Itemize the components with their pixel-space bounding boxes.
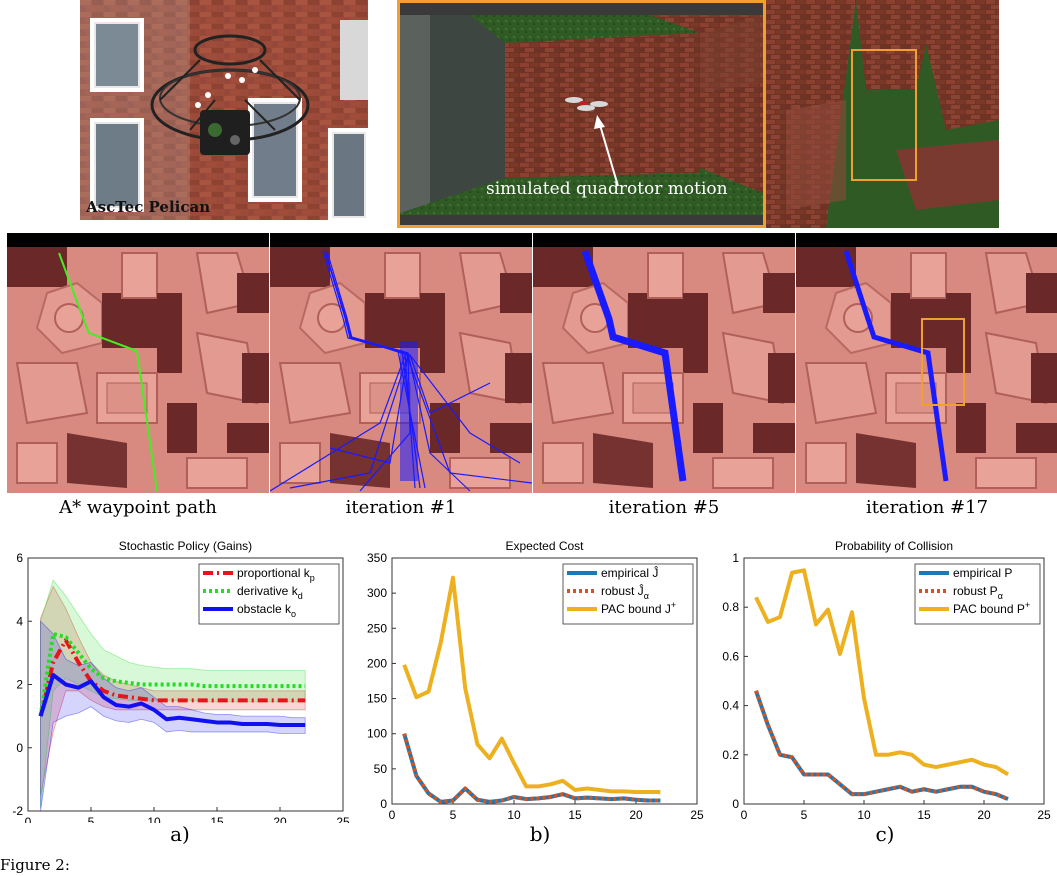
zoom-highlight-box — [921, 318, 965, 406]
y-tick-label: 350 — [367, 551, 387, 565]
legend-label: PAC bound P+ — [953, 600, 1030, 616]
x-tick-label: 5 — [801, 808, 808, 822]
x-tick-label: 5 — [450, 808, 457, 822]
map-caption-iteration-5: iteration #5 — [608, 497, 720, 518]
y-tick-label: 50 — [374, 762, 388, 776]
x-tick-label: 25 — [336, 815, 350, 823]
series-line — [402, 575, 661, 795]
x-tick-label: 20 — [273, 815, 287, 823]
chart-title: Probability of Collision — [835, 539, 953, 553]
y-tick-label: 250 — [367, 621, 387, 635]
y-tick-label: 0 — [16, 741, 23, 755]
series-line — [402, 733, 661, 804]
series-line — [38, 638, 306, 717]
chart-title: Expected Cost — [505, 539, 584, 553]
subfig-label-a: a) — [170, 822, 190, 846]
map-caption-astar: A* waypoint path — [59, 497, 217, 518]
series-line — [38, 673, 306, 727]
trajectory-bundle — [581, 249, 687, 482]
y-tick-label: 1 — [732, 551, 739, 565]
sim-label: simulated quadrotor motion — [486, 179, 728, 199]
x-tick-label: 10 — [507, 808, 521, 822]
map-iteration-17 — [796, 233, 1057, 493]
y-tick-label: 300 — [367, 586, 387, 600]
subfig-label-c: c) — [875, 822, 895, 846]
x-tick-label: 10 — [147, 815, 161, 823]
y-tick-label: 4 — [16, 614, 23, 628]
series-line — [38, 631, 306, 717]
series-line — [754, 568, 1010, 777]
legend-label: empirical P — [953, 566, 1012, 580]
x-tick-label: 15 — [917, 808, 931, 822]
map-iteration-5 — [533, 233, 795, 493]
x-tick-label: 15 — [210, 815, 224, 823]
figure-caption: Figure 2: — [0, 856, 70, 874]
trajectory-bundle — [843, 250, 949, 482]
legend-label: derivative kd — [237, 584, 303, 601]
legend-label: obstacle ko — [237, 602, 296, 619]
y-tick-label: 2 — [16, 678, 23, 692]
y-tick-label: 200 — [367, 656, 387, 670]
map-astar — [7, 233, 269, 493]
chart-expected-cost: Expected Costiterations05101520250501001… — [367, 539, 704, 822]
map-caption-iteration-1: iteration #1 — [345, 497, 457, 518]
legend-label: robust Pα — [953, 584, 1003, 601]
maze-closeup — [766, 0, 999, 228]
chart-stochastic-policy: Stochastic Policy (Gains)iterations05101… — [12, 539, 350, 823]
pelican-photo: AscTec Pelican — [80, 0, 368, 220]
x-tick-label: 0 — [741, 808, 748, 822]
y-tick-label: 0.6 — [722, 649, 739, 663]
x-tick-label: 20 — [629, 808, 643, 822]
x-tick-label: 10 — [857, 808, 871, 822]
y-tick-label: 100 — [367, 727, 387, 741]
x-tick-label: 5 — [88, 815, 95, 823]
map-iteration-1 — [270, 233, 532, 493]
astar-path — [58, 252, 158, 492]
legend-box — [198, 563, 340, 625]
legend-label: proportional kp — [237, 566, 315, 583]
y-tick-label: 0 — [732, 797, 739, 811]
y-tick-label: 0.8 — [722, 600, 739, 614]
y-tick-label: 0 — [380, 797, 387, 811]
series-band — [40, 620, 306, 812]
y-tick-label: 0.4 — [722, 699, 739, 713]
y-tick-label: 0.2 — [722, 748, 739, 762]
legend-label: robust Ĵα — [601, 583, 649, 601]
x-tick-label: 0 — [389, 808, 396, 822]
x-tick-label: 25 — [1037, 808, 1051, 822]
legend-label: PAC bound J+ — [601, 600, 676, 616]
simulator-view: simulated quadrotor motion — [397, 0, 766, 228]
pelican-label: AscTec Pelican — [86, 198, 211, 216]
y-tick-label: 6 — [16, 551, 23, 565]
map-caption-iteration-17: iteration #17 — [865, 497, 989, 518]
legend-label: empirical Ĵ — [601, 565, 658, 580]
x-tick-label: 20 — [977, 808, 991, 822]
series-line — [754, 690, 1009, 801]
series-band — [40, 585, 306, 796]
subfig-label-b: b) — [529, 822, 551, 846]
x-tick-label: 25 — [690, 808, 704, 822]
y-tick-label: -2 — [12, 804, 23, 818]
chart-probability-collision: Probability of Collisioniterations051015… — [722, 539, 1051, 822]
x-tick-label: 0 — [25, 815, 32, 823]
chart-title: Stochastic Policy (Gains) — [119, 539, 252, 553]
y-tick-label: 150 — [367, 692, 387, 706]
x-tick-label: 15 — [568, 808, 582, 822]
